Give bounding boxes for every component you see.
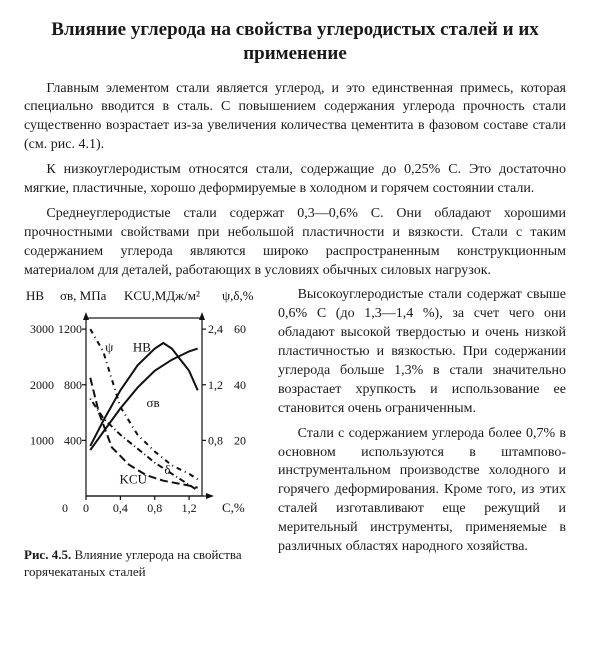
svg-text:400: 400 (64, 434, 82, 448)
svg-text:3000: 3000 (30, 323, 54, 337)
svg-text:ψ: ψ (105, 340, 113, 355)
paragraph-2: К низкоуглеродистым относятся стали, сод… (24, 161, 566, 199)
svg-text:0,4: 0,4 (113, 501, 128, 515)
figure-column: 0 0,4 0,8 1,2 C,% 0 HB σв, МПа KCU,МДж/м² ψ,δ,% 10… (24, 286, 264, 586)
svg-text:0: 0 (83, 501, 89, 515)
svg-text:δ: δ (165, 462, 171, 477)
svg-text:KCU,МДж/м²: KCU,МДж/м² (124, 288, 200, 303)
figure-caption-label: Рис. 4.5. (24, 547, 71, 562)
svg-text:1000: 1000 (30, 434, 54, 448)
svg-text:2000: 2000 (30, 378, 54, 392)
svg-text:HB: HB (26, 288, 44, 303)
article-title: Влияние углерода на свойства углеродисты… (44, 18, 546, 66)
svg-text:800: 800 (64, 378, 82, 392)
svg-text:20: 20 (234, 434, 246, 448)
svg-text:0,8: 0,8 (208, 434, 223, 448)
paragraph-5: Стали с содержанием углерода более 0,7% … (278, 425, 566, 557)
svg-text:0,8: 0,8 (147, 501, 162, 515)
svg-text:C,%: C,% (222, 500, 245, 515)
svg-text:2,4: 2,4 (208, 323, 223, 337)
svg-text:1200: 1200 (58, 323, 82, 337)
figure-text-row: 0 0,4 0,8 1,2 C,% 0 HB σв, МПа KCU,МДж/м² ψ,δ,% 10… (24, 286, 566, 586)
svg-text:0: 0 (62, 501, 68, 515)
paragraph-4: Высокоуглеродистые стали содержат свыше … (278, 286, 566, 418)
svg-text:HB: HB (133, 340, 151, 355)
svg-text:KCU: KCU (120, 472, 148, 487)
svg-text:1,2: 1,2 (208, 378, 223, 392)
paragraph-3: Среднеуглеродистые стали содержат 0,3—0,… (24, 205, 566, 281)
figure-caption: Рис. 4.5. Влияние углерода на свойства г… (24, 547, 264, 580)
properties-chart: 0 0,4 0,8 1,2 C,% 0 HB σв, МПа KCU,МДж/м² ψ,δ,% 10… (24, 286, 264, 541)
right-text-column: Высокоуглеродистые стали содержат свыше … (278, 286, 566, 586)
svg-text:1,2: 1,2 (182, 501, 197, 515)
svg-text:40: 40 (234, 378, 246, 392)
svg-text:ψ,δ,%: ψ,δ,% (222, 288, 254, 303)
svg-text:σв: σв (146, 395, 159, 410)
svg-text:σв, МПа: σв, МПа (60, 288, 107, 303)
paragraph-1: Главным элементом стали является углерод… (24, 80, 566, 156)
svg-text:60: 60 (234, 323, 246, 337)
